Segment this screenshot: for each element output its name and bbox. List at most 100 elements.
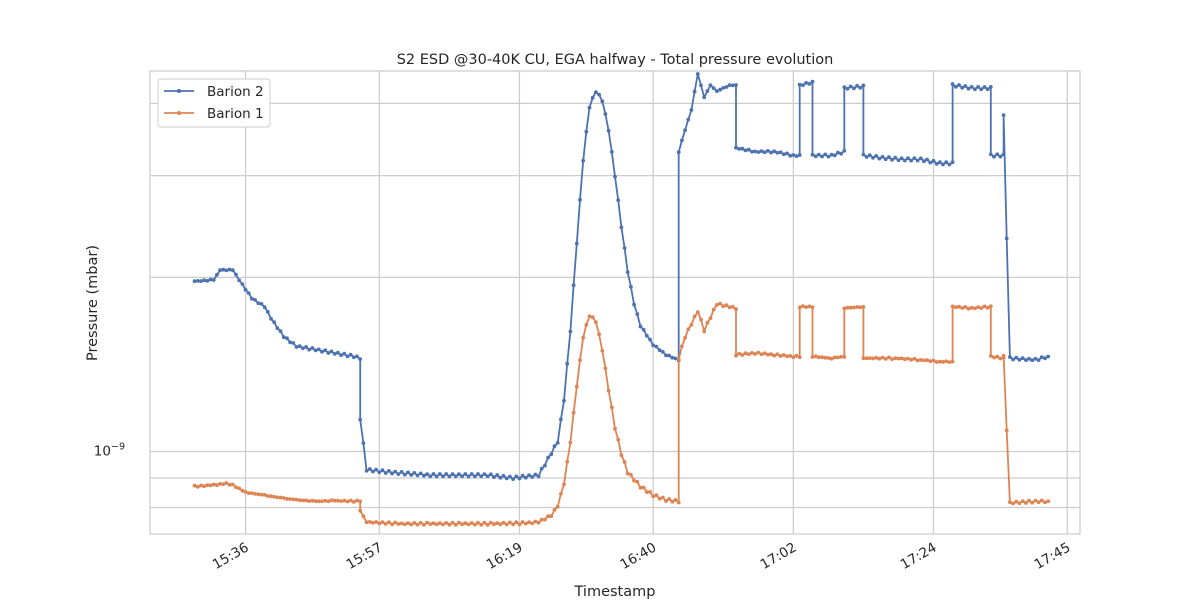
data-point [810,152,815,157]
data-point [539,466,544,471]
data-point [195,485,200,489]
data-point [1014,355,1019,360]
data-point [313,348,318,353]
data-point [517,476,522,481]
data-point [409,522,414,527]
data-point [498,475,503,480]
data-point [673,498,678,502]
data-point [351,500,356,504]
data-point [762,351,767,356]
data-point [565,459,570,464]
data-point [680,344,684,349]
chart-title: S2 ESD @30-40K CU, EGA halfway - Total p… [397,52,834,68]
data-point [823,152,828,157]
data-point [976,305,980,309]
data-point [205,279,210,283]
data-point [246,291,251,295]
data-point [727,305,732,310]
data-point [915,358,920,363]
data-point [794,154,799,159]
data-point [469,521,474,525]
data-point [578,197,582,202]
data-point [858,85,863,90]
data-point [441,522,445,527]
data-point [966,306,971,311]
data-point [660,495,665,500]
data-point [775,150,780,155]
data-point [508,520,512,525]
data-point [514,474,519,479]
data-point [450,472,455,476]
data-point [609,405,614,410]
data-point [654,344,659,349]
data-point [485,474,490,479]
data-point [686,117,691,122]
series-1 [192,301,1051,527]
data-point [1001,353,1006,358]
data-point [619,225,624,230]
data-point [794,353,799,358]
data-point [1036,500,1041,505]
data-point [912,156,917,161]
data-point [772,353,777,358]
data-point [918,156,923,161]
data-point [285,336,289,341]
data-point [928,359,933,364]
data-point [686,327,691,331]
data-point [393,520,398,525]
data-point [950,359,955,364]
data-point [957,83,961,87]
data-point [199,483,203,488]
data-point [864,356,869,361]
data-point [192,279,197,284]
data-point [766,352,770,357]
data-point [880,154,885,159]
data-point [887,155,891,160]
data-point [845,305,850,310]
data-point [769,352,773,356]
data-point [791,153,796,157]
data-point [718,301,722,306]
data-point [523,521,528,526]
data-point [234,272,238,277]
data-point [332,498,337,503]
data-point [963,84,968,88]
data-point [670,355,675,360]
data-point [638,324,643,329]
data-point [883,357,888,361]
data-point [855,305,859,309]
data-point [514,520,519,525]
data-point [909,158,914,163]
data-point [912,356,917,361]
data-point [297,498,302,503]
data-point [530,475,535,479]
y-tick-label: 10−9 [94,442,125,460]
data-point [243,287,248,292]
data-point [460,474,464,479]
data-point [1020,499,1025,503]
data-point [355,354,359,359]
data-point [721,86,726,90]
data-point [858,305,863,310]
data-point [683,128,687,133]
data-point [979,306,984,310]
data-point [934,360,939,364]
data-point [734,83,738,87]
data-point [234,485,238,490]
data-point [960,306,965,310]
data-point [552,444,557,449]
data-point [316,347,321,352]
data-point [444,472,449,476]
data-point [648,490,652,494]
data-point [380,468,385,473]
data-point [931,158,936,163]
data-point [842,355,847,359]
data-point [546,455,550,460]
data-point [418,471,423,476]
data-point [906,156,910,161]
data-point [797,305,802,310]
data-point [278,495,283,500]
data-point [740,353,745,357]
data-point [307,499,312,503]
data-point [950,304,955,309]
